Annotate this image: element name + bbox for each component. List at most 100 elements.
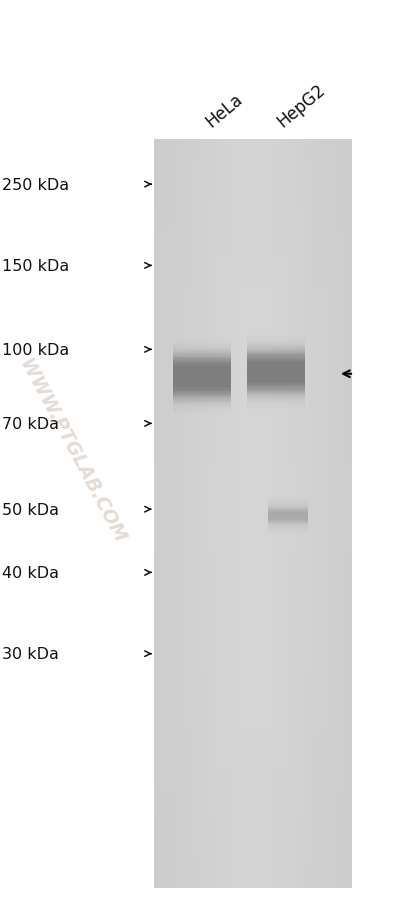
Bar — [173, 345, 231, 410]
Bar — [186, 140, 187, 888]
Bar — [154, 544, 352, 551]
Bar — [157, 140, 158, 888]
Bar — [336, 140, 337, 888]
Bar — [154, 574, 352, 582]
Bar — [350, 140, 351, 888]
Bar — [312, 140, 313, 888]
Bar — [234, 140, 235, 888]
Bar — [154, 410, 352, 417]
Bar — [256, 140, 257, 888]
Bar — [154, 162, 352, 170]
Bar — [168, 140, 169, 888]
Bar — [154, 387, 352, 394]
Bar — [187, 140, 188, 888]
Bar — [173, 347, 231, 407]
Bar — [180, 140, 181, 888]
Bar — [341, 140, 342, 888]
Bar — [283, 140, 284, 888]
Bar — [245, 140, 246, 888]
Bar — [154, 335, 352, 342]
Bar — [154, 237, 352, 244]
Bar — [154, 178, 352, 185]
Bar — [267, 140, 268, 888]
Bar — [335, 140, 336, 888]
Bar — [154, 140, 352, 147]
Bar — [173, 340, 231, 414]
Bar — [154, 297, 352, 305]
Bar — [232, 140, 233, 888]
Bar — [289, 140, 290, 888]
Bar — [194, 140, 196, 888]
Bar — [300, 140, 302, 888]
Bar — [156, 140, 157, 888]
Bar — [212, 140, 214, 888]
Bar — [173, 363, 231, 391]
Bar — [154, 814, 352, 821]
Bar — [250, 140, 251, 888]
Bar — [247, 340, 305, 405]
Bar — [154, 836, 352, 843]
Bar — [173, 349, 231, 405]
Bar — [328, 140, 329, 888]
Bar — [173, 370, 231, 384]
Bar — [154, 859, 352, 866]
Bar — [154, 634, 352, 641]
Bar — [290, 140, 291, 888]
Text: HeLa: HeLa — [202, 90, 246, 131]
Bar — [154, 559, 352, 566]
Bar — [154, 694, 352, 702]
Bar — [154, 873, 352, 881]
Bar — [154, 455, 352, 462]
Bar — [158, 140, 159, 888]
Text: 250 kDa: 250 kDa — [2, 178, 69, 192]
Bar — [247, 343, 305, 402]
Bar — [165, 140, 166, 888]
Bar — [173, 352, 231, 402]
Bar — [173, 339, 231, 415]
Bar — [313, 140, 314, 888]
Bar — [326, 140, 327, 888]
Bar — [154, 552, 352, 559]
Bar — [154, 829, 352, 836]
Bar — [266, 140, 267, 888]
Bar — [154, 424, 352, 432]
Bar — [271, 140, 272, 888]
Bar — [154, 215, 352, 222]
Bar — [191, 140, 192, 888]
Bar — [287, 140, 288, 888]
Bar — [154, 866, 352, 873]
Bar — [154, 686, 352, 694]
Bar — [268, 511, 308, 521]
Bar — [247, 359, 305, 386]
Bar — [247, 362, 305, 383]
Bar — [321, 140, 322, 888]
Bar — [247, 335, 305, 410]
Bar — [170, 140, 171, 888]
Bar — [154, 716, 352, 723]
Bar — [268, 503, 308, 529]
Bar — [169, 140, 170, 888]
Bar — [288, 140, 289, 888]
Bar — [154, 207, 352, 215]
Bar — [298, 140, 300, 888]
Bar — [268, 504, 308, 528]
Bar — [154, 769, 352, 776]
Bar — [154, 821, 352, 829]
Bar — [173, 369, 231, 385]
Bar — [154, 702, 352, 709]
Bar — [268, 506, 308, 526]
Bar — [183, 140, 184, 888]
Bar — [339, 140, 340, 888]
Bar — [236, 140, 237, 888]
Bar — [160, 140, 161, 888]
Bar — [316, 140, 317, 888]
Bar — [198, 140, 200, 888]
Bar — [154, 305, 352, 312]
Bar — [154, 657, 352, 664]
Bar — [302, 140, 304, 888]
Bar — [247, 140, 248, 888]
Bar — [206, 140, 208, 888]
Bar — [154, 881, 352, 888]
Bar — [154, 732, 352, 739]
Bar — [219, 140, 220, 888]
